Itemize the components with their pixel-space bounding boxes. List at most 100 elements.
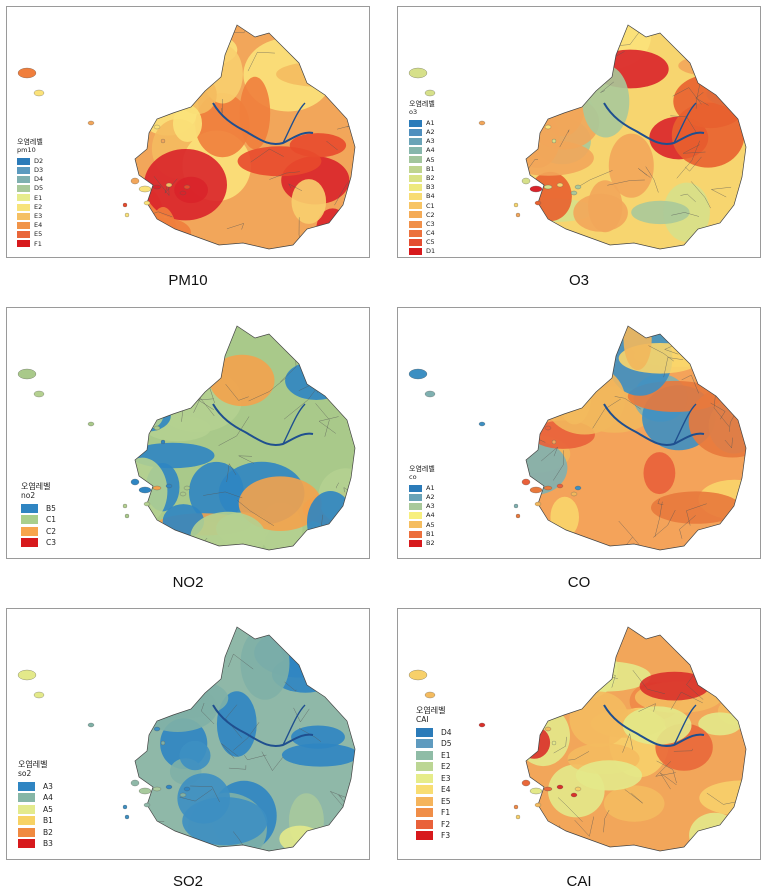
legend-swatch xyxy=(416,819,433,829)
legend-swatch xyxy=(409,521,422,529)
legend-label: C2 xyxy=(426,210,435,219)
caption-co: CO xyxy=(567,574,591,591)
legend-swatch xyxy=(409,229,422,237)
legend-item: A4 xyxy=(18,792,53,804)
legend-label: B3 xyxy=(43,839,53,848)
legend-item: E5 xyxy=(416,796,452,808)
legend-item: D2 xyxy=(17,157,43,166)
legend-label: B2 xyxy=(426,173,435,182)
map-pm10 xyxy=(17,24,356,250)
legend-label: B1 xyxy=(426,164,435,173)
map-fill xyxy=(135,627,355,851)
legend-swatch xyxy=(416,785,433,795)
legend-item: B5 xyxy=(21,503,56,515)
legend-swatch xyxy=(21,526,38,536)
legend-swatch xyxy=(409,248,422,256)
legend-item: D4 xyxy=(416,727,452,739)
map-co xyxy=(408,325,747,551)
legend-label: A2 xyxy=(426,128,435,137)
legend-swatch xyxy=(416,796,433,806)
map-panel-pm10: 오염레벨 pm10 D2 D3 D4 D5 E1 E2 E3 E4 E5 F1 xyxy=(6,6,370,258)
legend-item: D1 xyxy=(409,247,435,256)
legend-item: A2 xyxy=(409,128,435,137)
map-fill xyxy=(526,326,746,550)
legend-swatch xyxy=(17,166,30,174)
legend-label: B3 xyxy=(426,183,435,192)
legend-variable: o3 xyxy=(409,108,418,116)
legend-item: F1 xyxy=(17,239,43,248)
legend-item: E4 xyxy=(416,784,452,796)
legend-variable: pm10 xyxy=(17,146,36,154)
legend-swatch xyxy=(416,762,433,772)
legend-item: A3 xyxy=(409,137,435,146)
legend-swatch xyxy=(416,727,433,737)
legend-rows: A3 A4 A5 B1 B2 B3 xyxy=(18,781,53,850)
legend-so2: 오염레벨 so2 A3 A4 A5 B1 B2 B3 xyxy=(18,761,53,850)
legend-item: A4 xyxy=(409,146,435,155)
legend-label: D2 xyxy=(34,156,44,165)
legend-swatch xyxy=(21,538,38,548)
legend-swatch xyxy=(17,185,30,193)
legend-label: B1 xyxy=(426,529,435,538)
legend-variable: co xyxy=(409,473,417,481)
legend-swatch xyxy=(416,808,433,818)
legend-title: 오염레벨 xyxy=(416,706,446,715)
legend-swatch xyxy=(17,203,30,211)
legend-item: A4 xyxy=(409,511,435,520)
legend-title: 오염레벨 xyxy=(18,760,48,769)
legend-title: 오염레벨 xyxy=(409,465,435,473)
legend-label: C3 xyxy=(46,538,57,547)
legend-swatch xyxy=(17,194,30,202)
map-panel-no2: 오염레벨 no2 B5 C1 C2 C3 xyxy=(6,307,370,559)
legend-item: E1 xyxy=(416,750,452,762)
map-so2 xyxy=(17,626,356,852)
legend-swatch xyxy=(18,839,35,849)
legend-label: A5 xyxy=(43,804,53,814)
legend-no2: 오염레벨 no2 B5 C1 C2 C3 xyxy=(21,483,56,549)
legend-label: C1 xyxy=(426,201,435,210)
legend-label: C2 xyxy=(46,526,57,536)
legend-rows: A1 A2 A3 A4 A5 B1 B2 xyxy=(409,484,435,548)
legend-label: B5 xyxy=(46,503,56,513)
region-outline xyxy=(525,24,747,250)
legend-label: C1 xyxy=(46,515,57,524)
map-no2 xyxy=(17,325,356,551)
legend-item: A1 xyxy=(409,484,435,493)
legend-swatch xyxy=(409,539,422,547)
legend-item: C4 xyxy=(409,229,435,238)
legend-item: A5 xyxy=(409,520,435,529)
legend-label: E3 xyxy=(34,211,43,220)
legend-label: A5 xyxy=(426,155,435,164)
legend-item: C1 xyxy=(21,514,56,526)
legend-label: F3 xyxy=(441,831,451,840)
legend-label: D5 xyxy=(34,184,44,193)
legend-swatch xyxy=(409,193,422,201)
legend-item: B3 xyxy=(18,838,53,850)
legend-swatch xyxy=(409,128,422,136)
legend-swatch xyxy=(416,773,433,783)
legend-swatch xyxy=(17,212,30,220)
legend-item: F3 xyxy=(416,830,452,842)
legend-label: F1 xyxy=(34,239,42,248)
legend-title: 오염레벨 xyxy=(409,100,435,108)
legend-label: E4 xyxy=(34,221,43,230)
map-fill xyxy=(526,627,746,851)
legend-item: B1 xyxy=(18,815,53,827)
legend-item: C3 xyxy=(21,537,56,549)
map-panel-cai: 오염레벨 CAI D4 D5 E1 E2 E3 E4 E5 F1 F2 F3 xyxy=(397,608,761,860)
legend-item: E5 xyxy=(17,230,43,239)
map-cai xyxy=(408,626,747,852)
legend-swatch xyxy=(21,503,38,513)
legend-label: A1 xyxy=(426,118,435,127)
legend-item: E2 xyxy=(416,761,452,773)
legend-swatch xyxy=(416,831,433,841)
legend-swatch xyxy=(409,493,422,501)
legend-label: B2 xyxy=(426,538,435,547)
legend-swatch xyxy=(409,174,422,182)
caption-no2: NO2 xyxy=(172,574,204,591)
map-panel-co: 오염레벨 co A1 A2 A3 A4 A5 B1 B2 xyxy=(397,307,761,559)
legend-title: 오염레벨 xyxy=(17,138,43,146)
legend-item: B3 xyxy=(409,183,435,192)
legend-swatch xyxy=(18,804,35,814)
legend-label: C3 xyxy=(426,219,435,228)
